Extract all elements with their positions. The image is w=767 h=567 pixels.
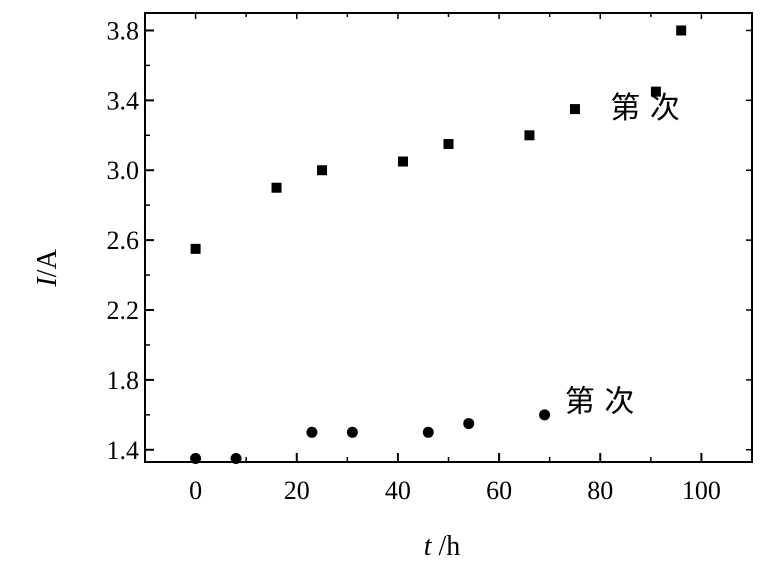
circle-point — [539, 409, 551, 421]
x-tick-label: 100 — [682, 476, 721, 505]
circle-point — [422, 426, 434, 438]
square-point — [443, 139, 454, 150]
x-tick-label: 20 — [284, 476, 310, 505]
plot-frame — [144, 12, 753, 463]
y-axis-ticks: 1.4 1.8 2.2 2.6 3.0 3.4 3.8 — [107, 16, 752, 465]
y-tick-label: 3.8 — [107, 16, 140, 45]
circle-point — [190, 453, 202, 465]
square-point — [190, 243, 201, 254]
circle-point — [230, 453, 242, 465]
data-points — [190, 25, 687, 465]
plot-border — [144, 12, 753, 463]
x-axis-title: t /h — [424, 531, 461, 562]
x-tick-label: 80 — [587, 476, 613, 505]
y-tick-label: 1.8 — [107, 366, 140, 395]
square-point — [397, 156, 408, 167]
square-point — [524, 130, 535, 141]
annotation-label: 第 次 — [565, 384, 635, 419]
square-point — [569, 104, 580, 115]
y-tick-label: 2.6 — [107, 226, 140, 255]
x-tick-label: 40 — [385, 476, 411, 505]
x-tick-label: 60 — [486, 476, 512, 505]
square-point — [271, 182, 282, 193]
annotation-label: 第 次 — [610, 91, 680, 126]
x-axis-ticks: 0 20 40 60 80 100 — [144, 13, 753, 505]
circle-point — [463, 418, 475, 430]
y-tick-label: 2.2 — [107, 296, 140, 325]
y-axis-title: I/A — [32, 249, 63, 288]
circle-point — [346, 426, 358, 438]
square-point — [676, 25, 687, 36]
y-tick-label: 3.4 — [107, 86, 140, 115]
circle-point — [306, 426, 318, 438]
y-tick-label: 1.4 — [107, 436, 140, 465]
x-tick-label: 0 — [189, 476, 202, 505]
square-point — [317, 165, 328, 176]
y-tick-label: 3.0 — [107, 156, 140, 185]
square-point — [650, 86, 661, 97]
annotations: 第 次第 次 — [565, 91, 680, 420]
